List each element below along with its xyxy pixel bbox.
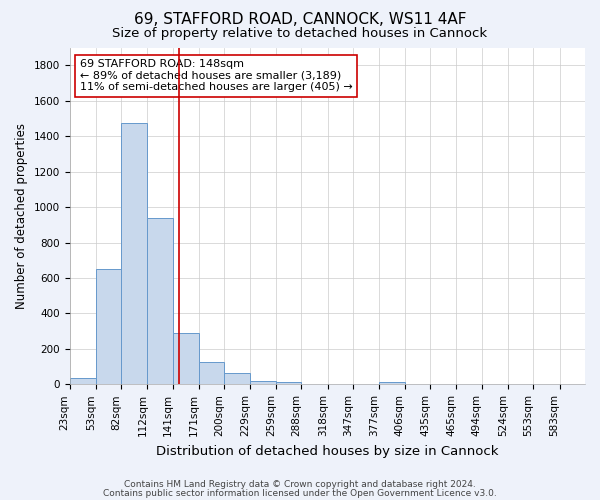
Bar <box>379 382 405 384</box>
Bar <box>276 382 301 384</box>
Bar <box>250 381 276 384</box>
Bar <box>148 218 173 384</box>
Text: Contains HM Land Registry data © Crown copyright and database right 2024.: Contains HM Land Registry data © Crown c… <box>124 480 476 489</box>
X-axis label: Distribution of detached houses by size in Cannock: Distribution of detached houses by size … <box>156 444 499 458</box>
Y-axis label: Number of detached properties: Number of detached properties <box>15 123 28 309</box>
Text: 69 STAFFORD ROAD: 148sqm
← 89% of detached houses are smaller (3,189)
11% of sem: 69 STAFFORD ROAD: 148sqm ← 89% of detach… <box>80 60 353 92</box>
Bar <box>224 374 250 384</box>
Text: Contains public sector information licensed under the Open Government Licence v3: Contains public sector information licen… <box>103 488 497 498</box>
Bar <box>199 362 224 384</box>
Bar <box>70 378 96 384</box>
Bar <box>96 268 121 384</box>
Bar <box>173 333 199 384</box>
Text: Size of property relative to detached houses in Cannock: Size of property relative to detached ho… <box>112 28 488 40</box>
Bar <box>121 123 148 384</box>
Text: 69, STAFFORD ROAD, CANNOCK, WS11 4AF: 69, STAFFORD ROAD, CANNOCK, WS11 4AF <box>134 12 466 28</box>
